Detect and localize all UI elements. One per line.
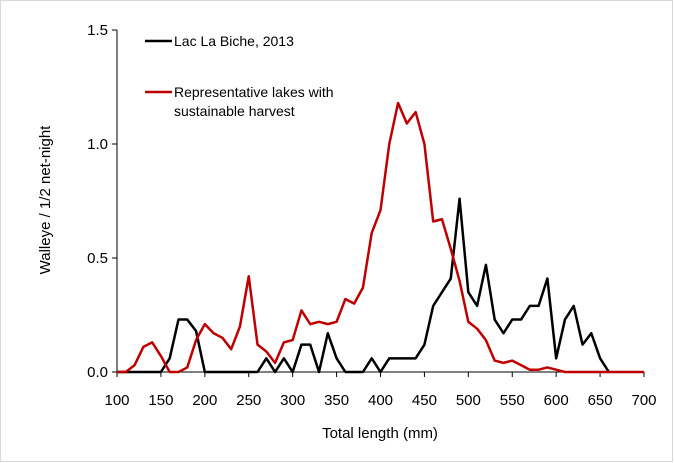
x-tick-label: 450 (412, 392, 437, 409)
x-tick-label: 400 (368, 392, 393, 409)
x-tick-label: 250 (236, 392, 261, 409)
y-axis-title: Walleye / 1/2 net-night (37, 125, 54, 275)
x-tick-label: 300 (280, 392, 305, 409)
x-tick-label: 350 (324, 392, 349, 409)
x-tick-label: 600 (544, 392, 569, 409)
data-line (117, 197, 610, 374)
x-tick-label: 700 (631, 392, 656, 409)
x-tick-label: 500 (456, 392, 481, 409)
legend-label: Representative lakes with sustainable ha… (174, 84, 334, 119)
x-tick-label: 100 (104, 392, 129, 409)
x-axis-title: Total length (mm) (322, 425, 438, 442)
legend-label: Lac La Biche, 2013 (174, 33, 294, 49)
x-tick-label: 150 (148, 392, 173, 409)
y-tick-label: 0.0 (87, 364, 108, 381)
x-tick-label: 200 (192, 392, 217, 409)
y-tick-label: 1.5 (87, 22, 108, 39)
y-tick-label: 1.0 (87, 136, 108, 153)
x-tick-label: 550 (500, 392, 525, 409)
x-tick-label: 650 (588, 392, 613, 409)
data-line (117, 101, 644, 374)
y-tick-label: 0.5 (87, 250, 108, 267)
